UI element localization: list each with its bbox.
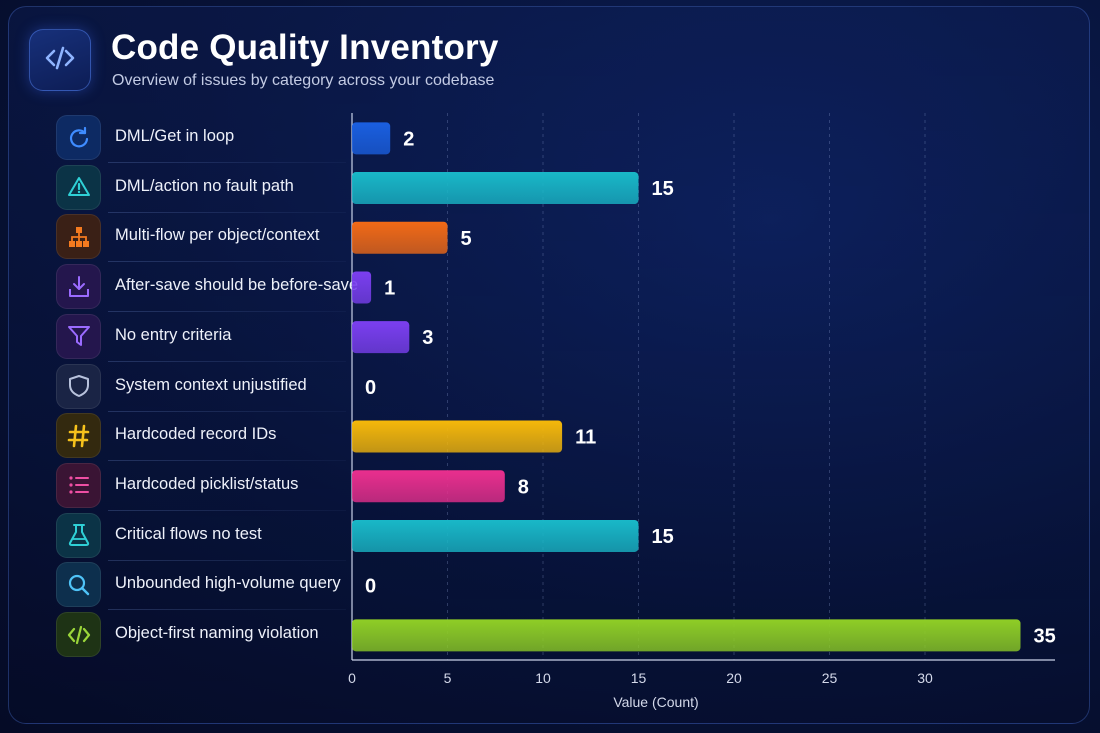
logo-tile <box>29 29 91 91</box>
bar-value-label: 35 <box>1034 625 1056 647</box>
bar-value-label: 0 <box>365 576 376 598</box>
bar-value-label: 11 <box>575 427 596 449</box>
bar-value-label: 2 <box>403 128 414 150</box>
category-label: No entry criteria <box>115 325 232 344</box>
bar-value-label: 15 <box>652 178 674 200</box>
row-divider <box>108 261 346 263</box>
row-divider <box>108 509 346 511</box>
row-divider <box>108 609 346 611</box>
filter-icon <box>56 313 101 359</box>
category-label: After-save should be before-save <box>115 276 359 295</box>
category-label: Unbounded high-volume query <box>115 574 341 593</box>
x-tick-label: 30 <box>917 670 933 686</box>
category-row: No entry criteria <box>56 312 346 362</box>
bar <box>352 420 563 453</box>
warning-icon <box>56 164 101 210</box>
category-row: DML/action no fault path <box>56 163 346 213</box>
bar-value-label: 1 <box>384 277 395 299</box>
refresh-icon <box>56 115 101 160</box>
x-tick-label: 20 <box>726 670 742 686</box>
flask-icon <box>56 512 101 558</box>
category-row: Hardcoded record IDs <box>56 411 346 462</box>
bar <box>352 122 391 155</box>
category-label: DML/action no fault path <box>115 176 294 195</box>
row-divider <box>108 559 346 561</box>
x-tick-label: 0 <box>348 670 356 686</box>
row-divider <box>108 311 346 313</box>
category-label: Object-first naming violation <box>115 624 319 642</box>
category-row: System context unjustified <box>56 362 346 412</box>
shield-icon <box>56 363 101 409</box>
category-label: System context unjustified <box>115 375 307 394</box>
row-divider <box>108 460 346 462</box>
category-row: Hardcoded picklist/status <box>56 461 346 511</box>
category-label: Critical flows no test <box>115 524 262 543</box>
bar <box>352 321 410 354</box>
row-divider <box>108 410 346 412</box>
bar <box>352 519 639 552</box>
bar-value-label: 15 <box>652 526 674 548</box>
bar <box>352 470 505 503</box>
bar-value-label: 3 <box>422 327 433 349</box>
category-label: Hardcoded picklist/status <box>115 474 299 493</box>
download-icon <box>56 264 101 310</box>
category-label: Hardcoded record IDs <box>115 425 277 444</box>
category-row: Critical flows no test <box>56 511 346 561</box>
x-tick-label: 5 <box>444 670 452 686</box>
category-row: Object-first naming violation <box>56 610 346 660</box>
list-icon <box>56 462 101 508</box>
row-divider <box>108 211 346 213</box>
hierarchy-icon <box>56 214 101 260</box>
row-divider <box>108 162 346 163</box>
x-tick-label: 15 <box>631 670 647 686</box>
category-row: After-save should be before-save <box>56 262 358 313</box>
row-divider <box>108 360 346 362</box>
category-label: Multi-flow per object/context <box>115 226 320 245</box>
bar-value-label: 5 <box>461 228 472 250</box>
x-tick-label: 25 <box>822 670 838 686</box>
page-subtitle: Overview of issues by category across yo… <box>112 72 495 89</box>
chart-panel <box>8 6 1090 724</box>
code-brackets-icon <box>43 41 77 80</box>
bar <box>352 619 1021 652</box>
bar <box>352 271 372 304</box>
hash-icon <box>56 413 101 459</box>
bar-value-label: 0 <box>365 377 376 399</box>
bar <box>352 221 448 254</box>
code-icon <box>56 612 101 657</box>
category-label: DML/Get in loop <box>115 127 235 145</box>
bar-value-label: 8 <box>518 476 529 498</box>
category-row: Unbounded high-volume query <box>56 560 346 611</box>
x-tick-label: 10 <box>535 670 551 686</box>
bar <box>352 172 639 205</box>
category-row: Multi-flow per object/context <box>56 212 346 263</box>
x-axis-label: Value (Count) <box>613 694 699 710</box>
search-icon <box>56 562 101 608</box>
category-row: DML/Get in loop <box>56 113 346 163</box>
page-title: Code Quality Inventory <box>111 28 499 67</box>
